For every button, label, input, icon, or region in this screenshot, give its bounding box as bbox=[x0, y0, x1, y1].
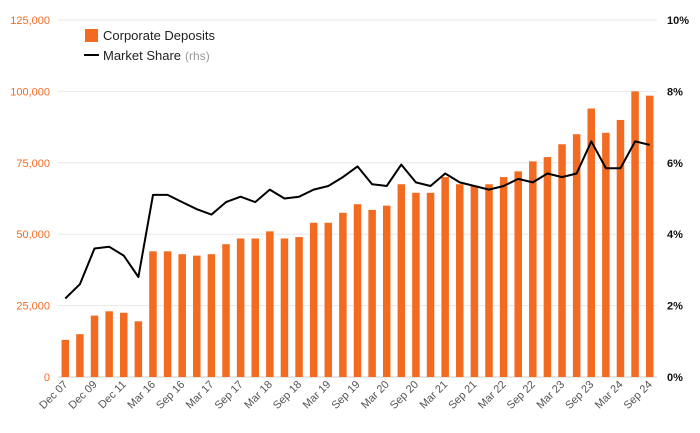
bar bbox=[397, 184, 406, 377]
bar bbox=[90, 315, 99, 377]
left-tick-label: 100,000 bbox=[10, 86, 50, 98]
bar bbox=[280, 238, 289, 377]
bar bbox=[134, 321, 143, 377]
left-tick-label: 75,000 bbox=[16, 158, 50, 170]
left-axis-ticks: 0 25,000 50,000 75,000 100,000 125,000 bbox=[10, 15, 50, 384]
legend-swatch-corporate-deposits bbox=[85, 29, 98, 42]
x-tick-label: Sep 19 bbox=[329, 379, 362, 412]
x-tick-label: Sep 20 bbox=[388, 379, 421, 412]
bar bbox=[543, 157, 552, 377]
bar bbox=[616, 119, 625, 378]
x-tick-label: Mar 20 bbox=[359, 379, 392, 412]
x-tick-label: Mar 23 bbox=[534, 379, 567, 412]
bar bbox=[558, 144, 566, 377]
legend: Corporate Deposits Market Share (rhs) bbox=[84, 28, 215, 63]
x-tick-label: Sep 18 bbox=[271, 379, 304, 412]
market-share-line bbox=[64, 140, 650, 300]
left-tick-label: 0 bbox=[44, 372, 50, 384]
bar bbox=[222, 244, 230, 377]
x-tick-label: Mar 16 bbox=[125, 379, 158, 412]
bar bbox=[382, 205, 391, 377]
bar bbox=[295, 237, 303, 377]
bar bbox=[645, 95, 654, 378]
svg-text:Market Share(rhs): Market Share (rhs) bbox=[103, 48, 210, 63]
bar-series bbox=[61, 91, 654, 378]
x-tick-label: Mar 19 bbox=[301, 379, 334, 412]
left-tick-label: 125,000 bbox=[10, 15, 50, 27]
legend-label-rhs: (rhs) bbox=[185, 49, 210, 63]
right-tick-label: 4% bbox=[667, 229, 683, 241]
bar bbox=[324, 222, 333, 377]
x-tick-label: Dec 07 bbox=[37, 379, 70, 412]
right-axis-ticks: 0% 2% 4% 6% 8% 10% bbox=[667, 15, 689, 384]
x-tick-label: Mar 22 bbox=[476, 379, 509, 412]
bar bbox=[193, 255, 201, 377]
x-tick-label: Sep 16 bbox=[154, 379, 187, 412]
bar bbox=[178, 254, 186, 377]
left-tick-label: 25,000 bbox=[16, 301, 50, 313]
x-tick-label: Sep 23 bbox=[563, 379, 596, 412]
bar bbox=[76, 334, 84, 377]
left-tick-label: 50,000 bbox=[16, 229, 50, 241]
x-tick-label: Sep 22 bbox=[505, 379, 538, 412]
bar bbox=[426, 192, 435, 377]
bar bbox=[105, 311, 113, 377]
bar bbox=[441, 177, 449, 377]
x-tick-label: Dec 09 bbox=[67, 379, 100, 412]
bar bbox=[470, 185, 479, 377]
right-tick-label: 2% bbox=[667, 301, 683, 313]
bar bbox=[514, 171, 522, 377]
bar bbox=[485, 184, 493, 377]
x-tick-label: Mar 21 bbox=[418, 379, 451, 412]
bar bbox=[353, 204, 362, 377]
bar bbox=[572, 134, 581, 377]
bar bbox=[309, 222, 318, 377]
right-tick-label: 0% bbox=[667, 372, 683, 384]
bar bbox=[163, 251, 172, 377]
bar bbox=[339, 212, 347, 377]
right-tick-label: 8% bbox=[667, 86, 683, 98]
x-tick-label: Dec 11 bbox=[96, 379, 129, 412]
bar bbox=[587, 108, 596, 377]
bar bbox=[207, 254, 216, 377]
x-tick-label: Mar 24 bbox=[593, 379, 626, 412]
bar bbox=[499, 177, 508, 377]
bar bbox=[61, 339, 70, 377]
bar bbox=[251, 238, 259, 377]
bar bbox=[456, 184, 464, 377]
line-series bbox=[64, 140, 650, 300]
legend-label-market-share: Market Share bbox=[103, 48, 181, 63]
bar bbox=[529, 161, 537, 377]
bar bbox=[631, 91, 639, 378]
bar bbox=[236, 238, 245, 377]
bar bbox=[266, 231, 274, 377]
right-tick-label: 10% bbox=[667, 15, 689, 27]
x-tick-label: Sep 24 bbox=[622, 379, 655, 412]
bar bbox=[149, 251, 157, 377]
bar bbox=[412, 192, 420, 377]
x-tick-label: Sep 17 bbox=[213, 379, 246, 412]
right-tick-label: 6% bbox=[667, 158, 683, 170]
x-tick-label: Mar 18 bbox=[242, 379, 275, 412]
bar bbox=[119, 312, 128, 377]
x-tick-label: Sep 21 bbox=[446, 379, 479, 412]
bar bbox=[368, 209, 376, 377]
legend-label-corporate-deposits: Corporate Deposits bbox=[103, 28, 215, 43]
bar bbox=[602, 132, 610, 377]
x-tick-label: Mar 17 bbox=[184, 379, 217, 412]
